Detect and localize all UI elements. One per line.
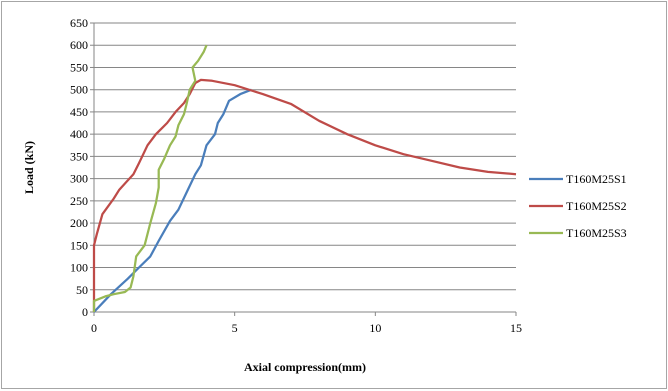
y-tick-label: 350: [70, 149, 88, 163]
legend-label-2: T160M25S2: [566, 199, 627, 213]
y-tick-label: 200: [70, 216, 88, 230]
x-tick-label: 5: [232, 321, 238, 335]
y-tick-label: 150: [70, 238, 88, 252]
y-tick-label: 300: [70, 172, 88, 186]
y-tick-label: 600: [70, 38, 88, 52]
y-tick-label: 250: [70, 194, 88, 208]
series-lines: [92, 44, 517, 313]
legend-label-3: T160M25S3: [566, 226, 627, 240]
x-tick-label: 10: [369, 321, 381, 335]
series-line-3: [92, 44, 208, 312]
x-tick-label: 15: [510, 321, 522, 335]
y-tick-label: 100: [70, 261, 88, 275]
x-axis-ticks: 0 5 10 15: [91, 312, 522, 335]
series-line-2: [92, 78, 517, 312]
y-axis-title: Load (kN): [22, 141, 36, 194]
y-tick-label: 650: [70, 16, 88, 30]
y-tick-label: 500: [70, 83, 88, 97]
y-tick-label: 0: [82, 305, 88, 319]
axes: [93, 23, 516, 313]
y-tick-label: 550: [70, 60, 88, 74]
gridlines: [94, 22, 516, 291]
y-axis-ticks: 0 50 100 150 200 250 300 350 400 450 500 550 600 650: [70, 16, 94, 319]
x-tick-label: 0: [91, 321, 97, 335]
y-tick-label: 450: [70, 105, 88, 119]
x-axis-title: Axial compression(mm): [244, 360, 366, 374]
series-line-1: [93, 88, 252, 313]
y-tick-label: 400: [70, 127, 88, 141]
legend-label-1: T160M25S1: [566, 172, 627, 186]
legend: T160M25S1 T160M25S2 T160M25S3: [529, 172, 627, 240]
y-tick-label: 50: [76, 283, 88, 297]
